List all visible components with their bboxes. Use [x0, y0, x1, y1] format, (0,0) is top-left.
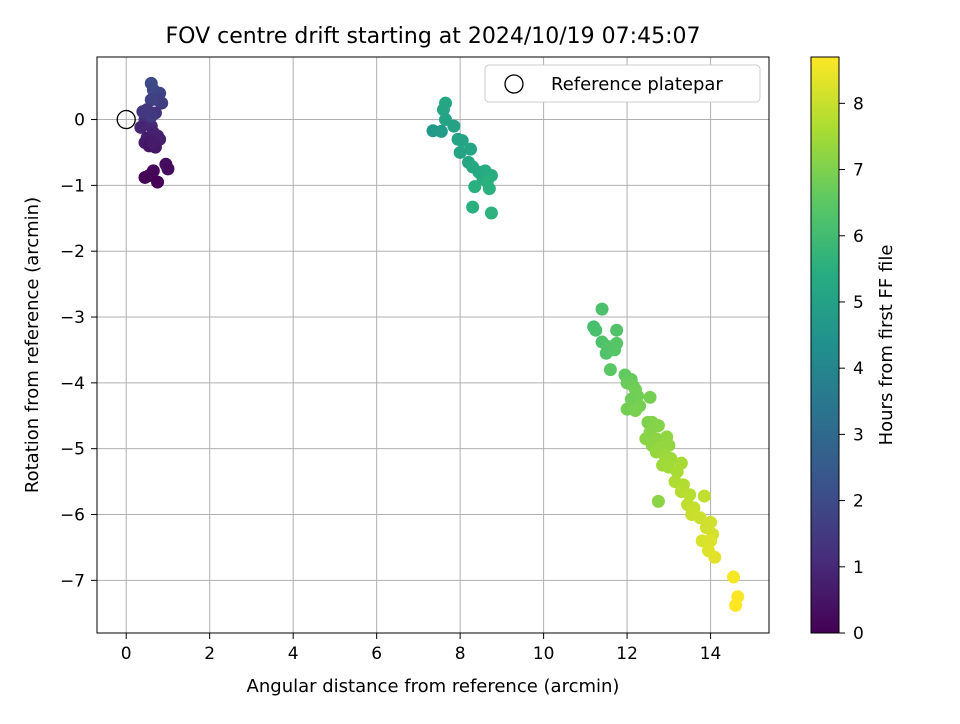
legend-label: Reference platepar [551, 74, 723, 95]
colorbar-tick-label: 6 [853, 227, 864, 247]
data-point [134, 120, 148, 134]
data-point [453, 145, 467, 159]
colorbar-gradient [810, 56, 840, 634]
data-point [683, 488, 697, 502]
data-point [670, 465, 684, 479]
data-point [138, 170, 152, 184]
data-point [155, 96, 169, 110]
plot-frame [96, 56, 770, 634]
colorbar-label: Hours from first FF file [876, 245, 897, 446]
data-point [608, 343, 622, 357]
data-point [708, 550, 722, 564]
x-tick-label: 2 [204, 644, 215, 664]
data-point [484, 206, 498, 220]
x-tick-label: 4 [288, 644, 299, 664]
data-point [589, 323, 603, 337]
data-point [697, 489, 711, 503]
data-point [434, 124, 448, 138]
colorbar-tick-label: 8 [853, 94, 864, 114]
colorbar-ticks: 0 1 2 3 4 5 6 7 8 [839, 94, 864, 644]
y-tick-label: −5 [60, 440, 85, 460]
data-point [628, 403, 642, 417]
y-tick-label: 0 [74, 111, 85, 131]
x-axis-ticks: 0 2 4 6 8 10 12 14 [121, 633, 722, 664]
x-tick-label: 8 [455, 644, 466, 664]
colorbar-tick-label: 2 [853, 492, 864, 512]
data-point [651, 494, 665, 508]
colorbar-tick-label: 7 [853, 161, 864, 181]
colorbar-tick-label: 0 [853, 624, 864, 644]
x-tick-label: 14 [700, 644, 722, 664]
x-tick-label: 6 [371, 644, 382, 664]
data-point [455, 134, 469, 148]
y-tick-label: −4 [60, 374, 85, 394]
chart-title: FOV centre drift starting at 2024/10/19 … [166, 24, 701, 49]
data-point [603, 363, 617, 377]
colorbar-tick-label: 4 [853, 359, 864, 379]
colorbar: 0 1 2 3 4 5 6 7 8 Hours from first FF file [810, 56, 897, 644]
data-point [161, 162, 175, 176]
data-point [144, 93, 158, 107]
data-point [704, 534, 718, 548]
legend-box [484, 64, 761, 103]
data-point [662, 438, 676, 452]
data-point [693, 511, 707, 525]
y-tick-label: −2 [60, 242, 85, 262]
x-tick-label: 10 [533, 644, 555, 664]
data-point [729, 598, 743, 612]
legend: Reference platepar [484, 64, 761, 103]
y-tick-label: −3 [60, 308, 85, 328]
y-axis-label: Rotation from reference (arcmin) [22, 197, 43, 493]
data-point [151, 175, 165, 189]
y-tick-label: −1 [60, 176, 85, 196]
data-point [595, 302, 609, 316]
x-axis-label: Angular distance from reference (arcmin) [247, 676, 620, 697]
data-point [727, 570, 741, 584]
y-tick-label: −7 [60, 571, 85, 591]
colorbar-tick-label: 5 [853, 293, 864, 313]
x-tick-label: 0 [121, 644, 132, 664]
data-point [468, 180, 482, 194]
y-tick-label: −6 [60, 506, 85, 526]
data-point [480, 175, 494, 189]
colorbar-tick-label: 3 [853, 425, 864, 445]
x-tick-label: 12 [616, 644, 638, 664]
data-point [447, 119, 461, 133]
data-point [146, 136, 160, 150]
data-point [610, 323, 624, 337]
colorbar-tick-label: 1 [853, 558, 864, 578]
reference-marker [116, 109, 136, 130]
scatter-points [134, 76, 745, 612]
legend-marker [504, 74, 524, 94]
data-point [466, 200, 480, 214]
data-point [136, 105, 150, 119]
data-point [464, 142, 478, 156]
y-axis-ticks: 0 −1 −2 −3 −4 −5 −6 −7 [60, 111, 97, 591]
data-point [643, 390, 657, 404]
data-point [436, 103, 450, 117]
grid-lines [97, 57, 769, 633]
